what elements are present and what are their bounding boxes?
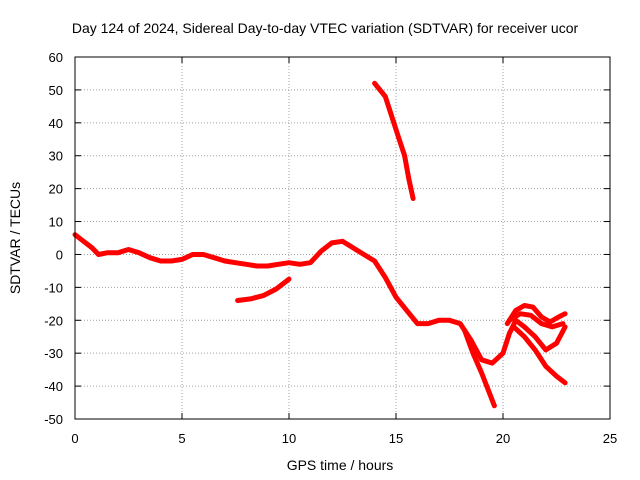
x-axis-label: GPS time / hours [287,457,394,473]
series-line-upper-branch [504,303,568,327]
plot-frame [74,56,611,420]
x-tick-label: 15 [389,431,403,446]
y-tick-label: 40 [49,116,63,131]
x-tick-label: 10 [282,431,296,446]
y-tick-label: 50 [49,83,63,98]
y-tick-label: -30 [44,346,63,361]
series-line-drop [462,327,497,409]
y-tick-label: 30 [49,149,63,164]
y-tick-label: 60 [49,50,63,65]
series-line-mid-branch [506,311,566,330]
x-tick-label: 20 [496,431,510,446]
x-tick-label: 0 [71,431,78,446]
chart-title: Day 124 of 2024, Sidereal Day-to-day VTE… [72,20,579,36]
y-tick-label: -50 [44,412,63,427]
series-line-lower-branch [511,324,568,386]
y-axis-label: SDTVAR / TECUs [7,182,23,294]
grid [75,57,610,419]
y-tick-label: 10 [49,215,63,230]
y-tick-label: -40 [44,379,63,394]
x-tick-label: 25 [603,431,617,446]
y-tick-label: 0 [56,247,63,262]
y-tick-label: -20 [44,313,63,328]
x-tick-label: 5 [178,431,185,446]
series-line-main [72,232,568,366]
series-group [72,80,568,409]
series-line-steep [372,80,416,201]
series-line-secondary [235,276,292,303]
y-tick-label: 20 [49,182,63,197]
y-tick-label: -10 [44,280,63,295]
